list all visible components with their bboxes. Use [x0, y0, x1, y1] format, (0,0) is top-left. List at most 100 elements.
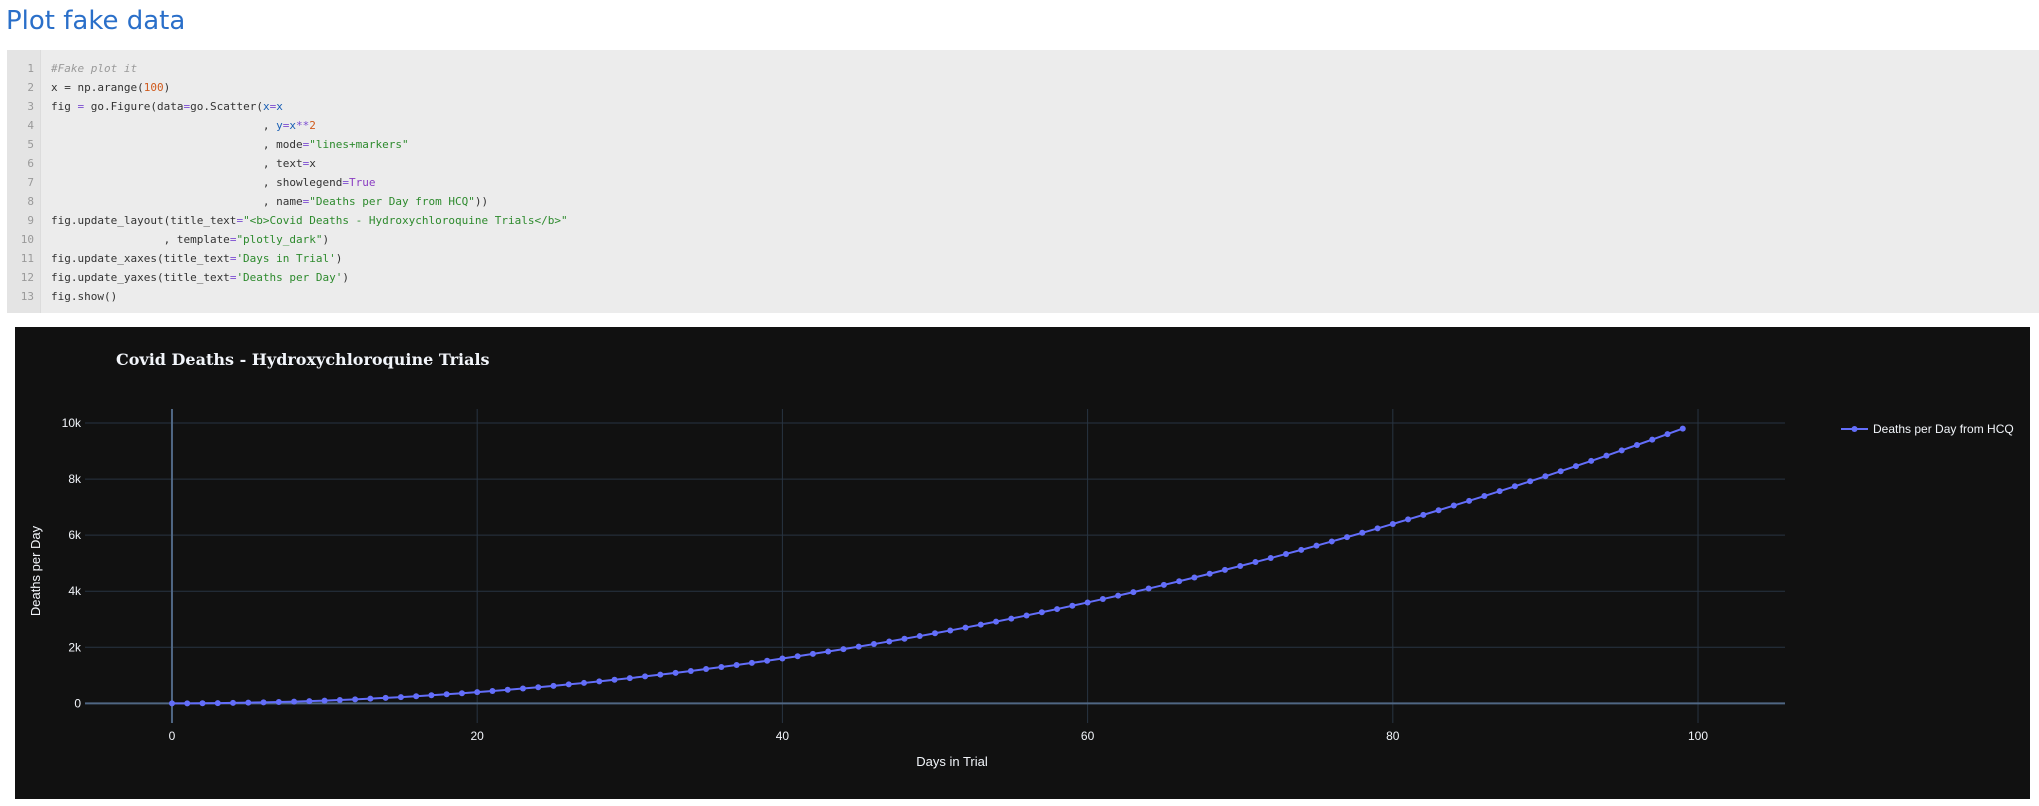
data-point[interactable] — [367, 695, 374, 702]
data-point[interactable] — [214, 700, 221, 707]
data-point[interactable] — [657, 671, 664, 678]
data-point[interactable] — [382, 694, 389, 701]
data-point[interactable] — [1344, 534, 1351, 541]
data-point[interactable] — [977, 621, 984, 628]
data-point[interactable] — [321, 697, 328, 704]
data-point[interactable] — [1527, 478, 1534, 485]
data-point[interactable] — [260, 699, 267, 706]
data-point[interactable] — [886, 638, 893, 645]
data-point[interactable] — [962, 624, 969, 631]
code-text[interactable]: fig.update_yaxes(title_text='Deaths per … — [51, 268, 349, 287]
legend[interactable]: Deaths per Day from HCQ — [1841, 422, 2014, 436]
data-point[interactable] — [474, 689, 481, 696]
data-point[interactable] — [1206, 570, 1213, 577]
data-point[interactable] — [443, 691, 450, 698]
code-text[interactable]: , name="Deaths per Day from HCQ")) — [51, 192, 488, 211]
data-point[interactable] — [428, 692, 435, 699]
code-text[interactable]: fig = go.Figure(data=go.Scatter(x=x — [51, 97, 283, 116]
data-point[interactable] — [993, 618, 1000, 625]
data-point[interactable] — [779, 655, 786, 662]
data-point[interactable] — [245, 699, 252, 706]
code-text[interactable]: , showlegend=True — [51, 173, 376, 192]
code-cell[interactable]: 1 #Fake plot it 2 x = np.arange(100) 3 fig = … — [7, 50, 2039, 313]
data-point[interactable] — [1374, 525, 1381, 532]
data-point[interactable] — [581, 679, 588, 686]
data-point[interactable] — [1420, 511, 1427, 518]
data-point[interactable] — [168, 700, 175, 707]
data-point[interactable] — [687, 667, 694, 674]
data-point[interactable] — [1511, 483, 1518, 490]
data-point[interactable] — [718, 664, 725, 671]
data-point[interactable] — [825, 648, 832, 655]
code-text[interactable]: fig.show() — [51, 287, 117, 306]
data-point[interactable] — [1664, 431, 1671, 438]
data-point[interactable] — [1115, 592, 1122, 599]
data-point[interactable] — [932, 630, 938, 637]
data-point[interactable] — [794, 653, 801, 660]
data-point[interactable] — [1328, 538, 1335, 545]
data-point[interactable] — [413, 693, 420, 700]
data-point[interactable] — [596, 678, 603, 685]
data-point[interactable] — [1038, 609, 1045, 616]
data-point[interactable] — [672, 669, 679, 676]
data-point[interactable] — [1588, 457, 1595, 464]
data-point[interactable] — [352, 696, 359, 703]
data-point[interactable] — [199, 700, 206, 707]
data-point[interactable] — [458, 690, 465, 697]
data-point[interactable] — [703, 666, 710, 673]
data-point[interactable] — [1069, 602, 1076, 609]
data-point[interactable] — [184, 700, 191, 707]
data-point[interactable] — [1282, 550, 1289, 557]
data-point[interactable] — [1313, 542, 1320, 549]
data-point[interactable] — [1221, 566, 1228, 573]
data-point[interactable] — [1603, 452, 1610, 459]
data-point[interactable] — [1405, 516, 1412, 523]
plot-output[interactable]: 0 20 40 60 80 100 0 2k 4k 6k 8k 10k Covid Deaths -… — [15, 327, 2030, 799]
data-point[interactable] — [1145, 585, 1152, 592]
data-point[interactable] — [1466, 497, 1473, 504]
data-point[interactable] — [1542, 473, 1549, 480]
data-point[interactable] — [855, 643, 862, 650]
data-point[interactable] — [901, 635, 908, 642]
data-point[interactable] — [1008, 615, 1015, 622]
data-point[interactable] — [626, 675, 633, 682]
data-point[interactable] — [1237, 563, 1244, 569]
chart-svg[interactable]: 0 20 40 60 80 100 0 2k 4k 6k 8k 10k Covid Deaths -… — [15, 327, 2030, 799]
data-point[interactable] — [733, 661, 740, 668]
data-point[interactable] — [809, 650, 816, 657]
data-point[interactable] — [1633, 441, 1640, 448]
code-text[interactable]: , mode="lines+markers" — [51, 135, 409, 154]
data-point[interactable] — [1160, 581, 1167, 588]
data-point[interactable] — [1359, 529, 1366, 536]
data-point[interactable] — [1130, 589, 1137, 596]
data-point[interactable] — [947, 627, 954, 634]
legend-item-label[interactable]: Deaths per Day from HCQ — [1873, 422, 2014, 436]
data-point[interactable] — [275, 699, 282, 706]
data-point[interactable] — [1298, 546, 1305, 553]
data-point[interactable] — [291, 698, 298, 705]
data-point[interactable] — [870, 641, 877, 648]
data-point[interactable] — [519, 685, 526, 692]
data-point[interactable] — [1176, 578, 1183, 585]
data-point[interactable] — [1572, 463, 1579, 470]
data-point[interactable] — [1191, 574, 1198, 581]
data-point[interactable] — [397, 694, 404, 701]
data-point[interactable] — [916, 633, 923, 640]
data-point[interactable] — [336, 696, 343, 703]
data-point[interactable] — [764, 657, 771, 664]
data-point[interactable] — [642, 673, 649, 680]
data-point[interactable] — [1099, 596, 1106, 603]
data-point[interactable] — [504, 686, 511, 693]
data-point[interactable] — [1084, 599, 1091, 606]
code-text[interactable]: x = np.arange(100) — [51, 78, 170, 97]
code-text[interactable]: , template="plotly_dark") — [51, 230, 330, 249]
data-point[interactable] — [565, 681, 572, 688]
data-point[interactable] — [1496, 488, 1503, 495]
code-text[interactable]: #Fake plot it — [51, 59, 137, 78]
code-text[interactable]: fig.update_layout(title_text="<b>Covid D… — [51, 211, 568, 230]
data-point[interactable] — [1679, 425, 1686, 432]
code-text[interactable]: , y=x**2 — [51, 116, 316, 135]
data-point[interactable] — [1435, 507, 1442, 514]
data-point[interactable] — [1649, 436, 1656, 443]
data-point[interactable] — [840, 646, 847, 653]
